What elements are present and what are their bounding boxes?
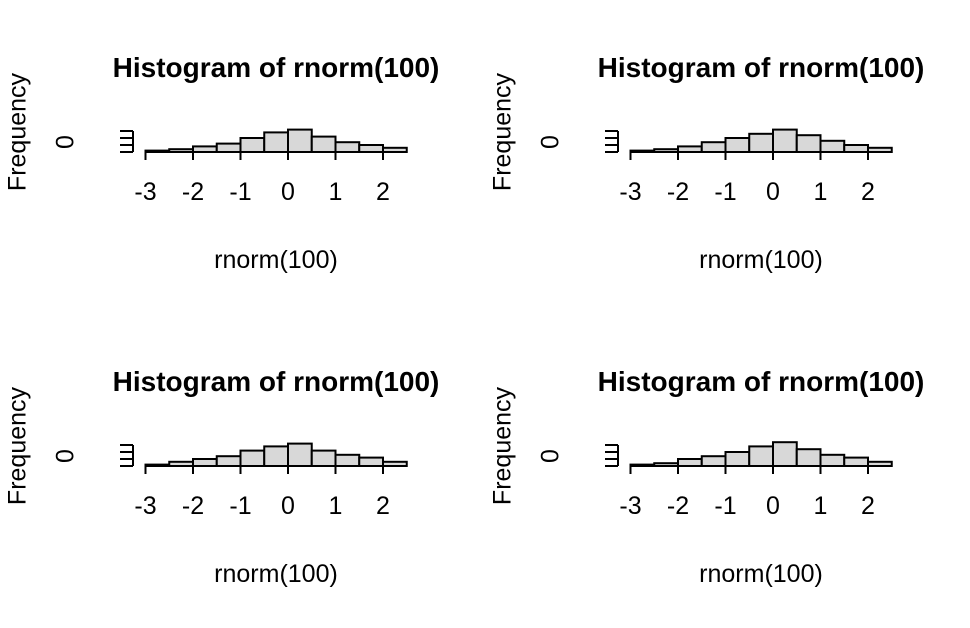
svg-text:0: 0 xyxy=(281,178,295,206)
svg-text:-2: -2 xyxy=(667,178,689,206)
svg-text:-1: -1 xyxy=(229,492,251,520)
histogram-panel-top-left: Histogram of rnorm(100) Frequency 0 -3 -2… xyxy=(0,0,485,314)
histogram-plot: -3 -2 -1 0 1 2 xyxy=(605,441,893,520)
svg-text:-3: -3 xyxy=(619,178,641,206)
svg-text:0: 0 xyxy=(766,492,780,520)
svg-text:1: 1 xyxy=(814,492,828,520)
svg-text:1: 1 xyxy=(814,178,828,206)
x-axis-label: rnorm(100) xyxy=(699,560,823,588)
svg-text:0: 0 xyxy=(766,178,780,206)
svg-text:-3: -3 xyxy=(619,492,641,520)
svg-text:-1: -1 xyxy=(714,178,736,206)
svg-text:-1: -1 xyxy=(229,178,251,206)
histogram-panel-bottom-right: Histogram of rnorm(100) Frequency 0 -3 -2… xyxy=(485,314,970,628)
svg-text:0: 0 xyxy=(281,492,295,520)
svg-text:2: 2 xyxy=(376,492,390,520)
svg-text:1: 1 xyxy=(329,178,343,206)
svg-text:-1: -1 xyxy=(714,492,736,520)
plot-title: Histogram of rnorm(100) xyxy=(112,52,440,83)
histogram-plot: -3 -2 -1 0 1 2 xyxy=(605,128,893,206)
histogram-panel-top-right: Histogram of rnorm(100) Frequency 0 -3 -2… xyxy=(485,0,970,314)
svg-text:2: 2 xyxy=(861,178,875,206)
histogram-panel-bottom-left: Histogram of rnorm(100) Frequency 0 -3 -2… xyxy=(0,314,485,628)
svg-text:-2: -2 xyxy=(182,492,204,520)
svg-text:-3: -3 xyxy=(134,492,156,520)
svg-text:-2: -2 xyxy=(667,492,689,520)
x-axis-label: rnorm(100) xyxy=(214,246,338,274)
x-axis-label: rnorm(100) xyxy=(699,246,823,274)
histogram-plot: -3 -2 -1 0 1 2 xyxy=(120,442,408,520)
svg-text:2: 2 xyxy=(376,178,390,206)
svg-text:-2: -2 xyxy=(182,178,204,206)
svg-text:2: 2 xyxy=(861,492,875,520)
histogram-plot: -3 -2 -1 0 1 2 xyxy=(120,128,408,206)
plot-title: Histogram of rnorm(100) xyxy=(597,52,925,83)
svg-text:1: 1 xyxy=(329,492,343,520)
plot-title: Histogram of rnorm(100) xyxy=(112,366,440,397)
plot-title: Histogram of rnorm(100) xyxy=(597,366,925,397)
svg-text:-3: -3 xyxy=(134,178,156,206)
x-axis-label: rnorm(100) xyxy=(214,560,338,588)
